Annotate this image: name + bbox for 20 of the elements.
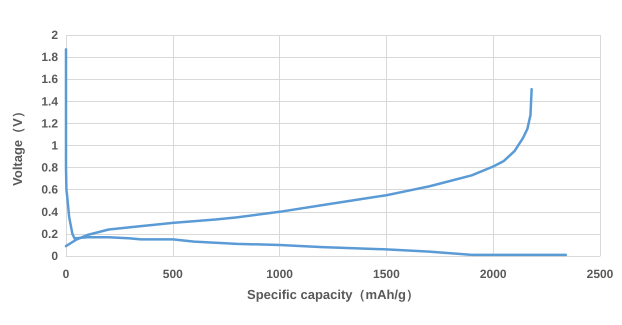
line-series — [64, 48, 568, 256]
y-tick-label: 1.4 — [41, 94, 58, 108]
x-tick-label: 1500 — [373, 267, 400, 281]
y-tick-label: 0 — [51, 249, 58, 263]
x-tick-label: 2000 — [480, 267, 507, 281]
y-axis-title: Voltage（V） — [10, 105, 25, 186]
y-tick-label: 1.6 — [41, 72, 58, 86]
x-axis-title: Specific capacity（mAh/g） — [247, 287, 419, 302]
x-tick-label: 0 — [62, 267, 70, 281]
y-tick-label: 1.2 — [41, 116, 58, 130]
y-tick-label: 0.6 — [41, 182, 58, 197]
y-tick-label: 1 — [51, 138, 58, 152]
y-tick-label: 1.8 — [41, 50, 58, 64]
x-tick-label: 1000 — [266, 267, 294, 281]
y-tick-label: 0.2 — [41, 226, 58, 241]
y-tick-label: 0.4 — [41, 204, 58, 219]
x-tick-label: 2500 — [586, 267, 614, 281]
x-tick-label: 500 — [162, 267, 184, 281]
y-tick-label: 2 — [51, 28, 58, 42]
y-tick-label: 0.8 — [41, 160, 58, 175]
